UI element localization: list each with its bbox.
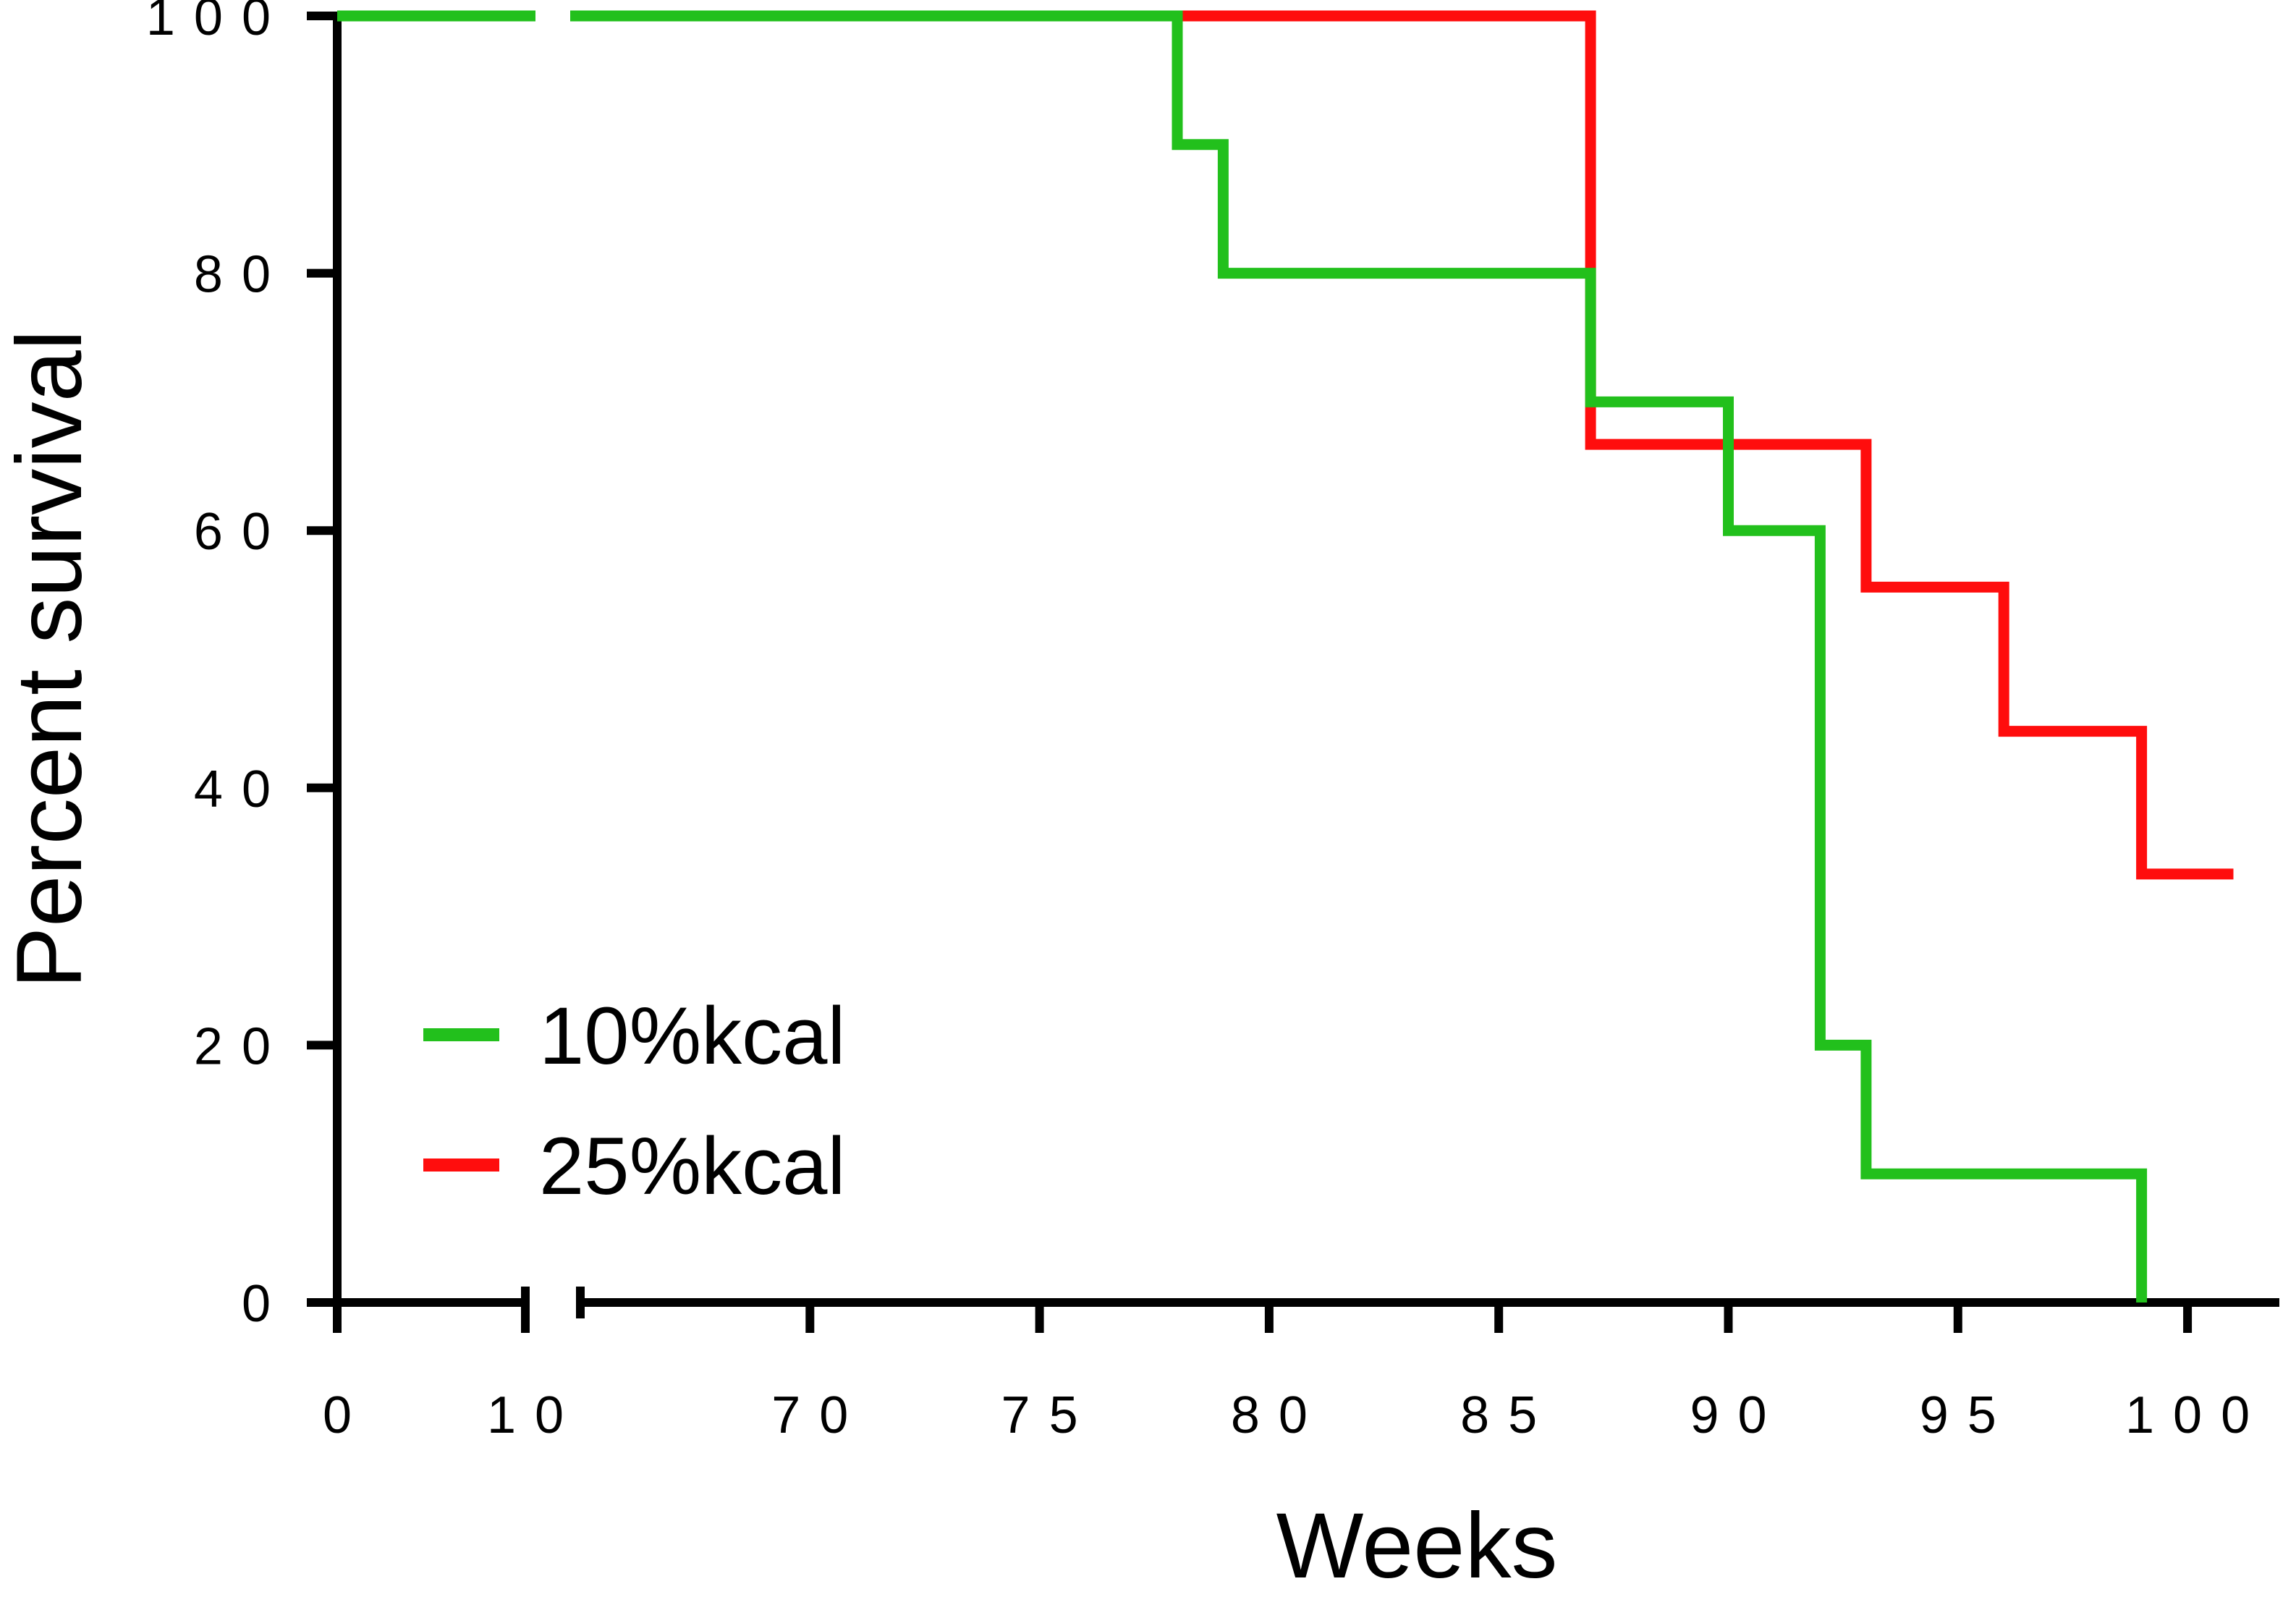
x-tick-label-85: 85	[1460, 1386, 1556, 1444]
y-tick-label-20: 20	[194, 1017, 289, 1075]
legend: 10%kcal 25%kcal	[423, 991, 845, 1211]
x-tick-label-10: 10	[487, 1386, 583, 1444]
x-tick-label-70: 70	[771, 1386, 867, 1444]
legend-label-25-kcal: 25%kcal	[539, 1121, 845, 1211]
legend-label-10-kcal: 10%kcal	[539, 991, 845, 1081]
y-tick-label-80: 80	[194, 246, 289, 304]
y-tick-label-100: 100	[146, 0, 289, 46]
y-axis: 0 20 40 60 80 100	[146, 0, 342, 1333]
x-tick-label-80: 80	[1231, 1386, 1326, 1444]
series-line-10-kcal	[337, 10, 2148, 1302]
x-tick-label-90: 90	[1690, 1386, 1785, 1444]
y-tick-label-60: 60	[194, 503, 289, 561]
series-line-25-kcal	[1177, 10, 2234, 880]
y-axis-title: Percent survival	[0, 330, 101, 989]
x-axis-title: Weeks	[1276, 1494, 1558, 1597]
x-tick-label-95: 95	[1920, 1386, 2015, 1444]
x-axis: 0 10 70 75 80 85 90 95 100	[307, 1287, 2279, 1444]
y-tick-label-0: 0	[242, 1275, 289, 1333]
x-tick-label-75: 75	[1001, 1386, 1097, 1444]
x-tick-label-100: 100	[2125, 1386, 2269, 1444]
series-group	[337, 6, 2234, 1302]
y-tick-label-40: 40	[194, 761, 289, 818]
x-tick-label-0: 0	[323, 1386, 370, 1444]
series-break-gap	[535, 6, 570, 26]
